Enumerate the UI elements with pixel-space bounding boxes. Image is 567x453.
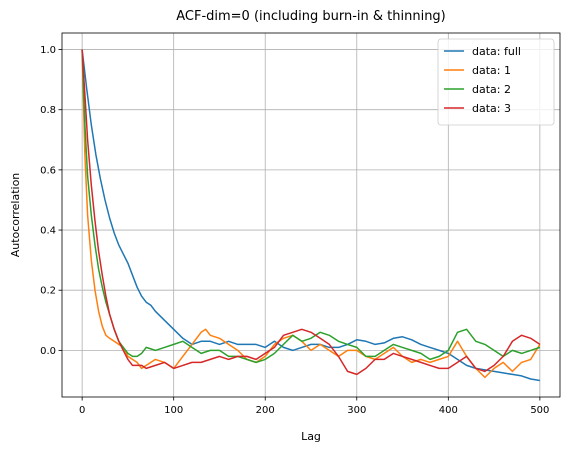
x-axis-ticks: 0 100 200 300 400 500 bbox=[79, 397, 549, 416]
plot-frame bbox=[61, 32, 561, 398]
x-tick-label: 100 bbox=[164, 405, 183, 416]
series-line-1 bbox=[81, 49, 541, 382]
legend-label: data: 2 bbox=[472, 83, 511, 96]
x-tick-label: 300 bbox=[347, 405, 366, 416]
legend: data: full data: 1 data: 2 data: 3 bbox=[437, 38, 555, 126]
plot-area bbox=[81, 49, 541, 382]
y-tick-label: 0.2 bbox=[40, 286, 56, 297]
series-line-2 bbox=[81, 49, 541, 379]
series-line-4 bbox=[81, 49, 541, 376]
chart-title: ACF-dim=0 (including burn-in & thinning) bbox=[176, 9, 446, 24]
legend-label: data: 3 bbox=[472, 102, 511, 115]
x-tick-label: 500 bbox=[530, 405, 549, 416]
y-tick-label: 1.0 bbox=[40, 45, 56, 56]
x-tick-label: 0 bbox=[79, 405, 85, 416]
x-axis-title: Lag bbox=[301, 430, 321, 443]
legend-label: data: 1 bbox=[472, 64, 511, 77]
y-tick-label: 0.4 bbox=[40, 226, 56, 237]
y-tick-label: 0.8 bbox=[40, 105, 56, 116]
x-tick-label: 200 bbox=[256, 405, 275, 416]
y-tick-label: 0.0 bbox=[40, 346, 56, 357]
x-tick-label: 400 bbox=[439, 405, 458, 416]
legend-box bbox=[437, 38, 555, 126]
y-tick-label: 0.6 bbox=[40, 165, 56, 176]
y-axis-ticks: 0.0 0.2 0.4 0.6 0.8 1.0 bbox=[40, 45, 62, 357]
y-axis-title: Autocorrelation bbox=[9, 173, 22, 258]
legend-label: data: full bbox=[472, 45, 521, 58]
